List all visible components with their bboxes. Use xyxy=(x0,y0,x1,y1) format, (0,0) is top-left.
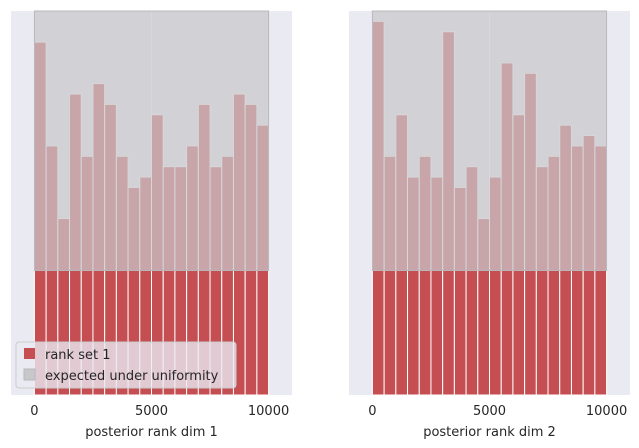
uniformity-band xyxy=(33,10,270,271)
subplot-dim-1: 0 5000 10000 posterior rank dim 1 xyxy=(11,10,292,440)
x-axis-label: posterior rank dim 1 xyxy=(85,425,218,440)
legend-label-expected-under-uniformity: expected under uniformity xyxy=(45,369,219,384)
legend-swatch-expected-under-uniformity xyxy=(23,368,36,381)
subplot-dim-2: 0 5000 10000 posterior rank dim 2 xyxy=(349,10,630,440)
legend-frame xyxy=(15,341,237,389)
x-axis-label: posterior rank dim 2 xyxy=(423,425,556,440)
x-tick-label-2: 10000 xyxy=(248,404,289,419)
x-tick-label-2: 10000 xyxy=(586,404,627,419)
legend-swatch-rank-set-1 xyxy=(24,348,35,359)
x-tick-label-1: 5000 xyxy=(473,404,506,419)
x-tick-label-0: 0 xyxy=(368,404,376,419)
x-tick-label-1: 5000 xyxy=(135,404,168,419)
x-tick-label-0: 0 xyxy=(30,404,38,419)
legend-label-rank-set-1: rank set 1 xyxy=(45,348,110,363)
legend: rank set 1 expected under uniformity xyxy=(15,341,237,389)
uniformity-band xyxy=(371,10,608,271)
